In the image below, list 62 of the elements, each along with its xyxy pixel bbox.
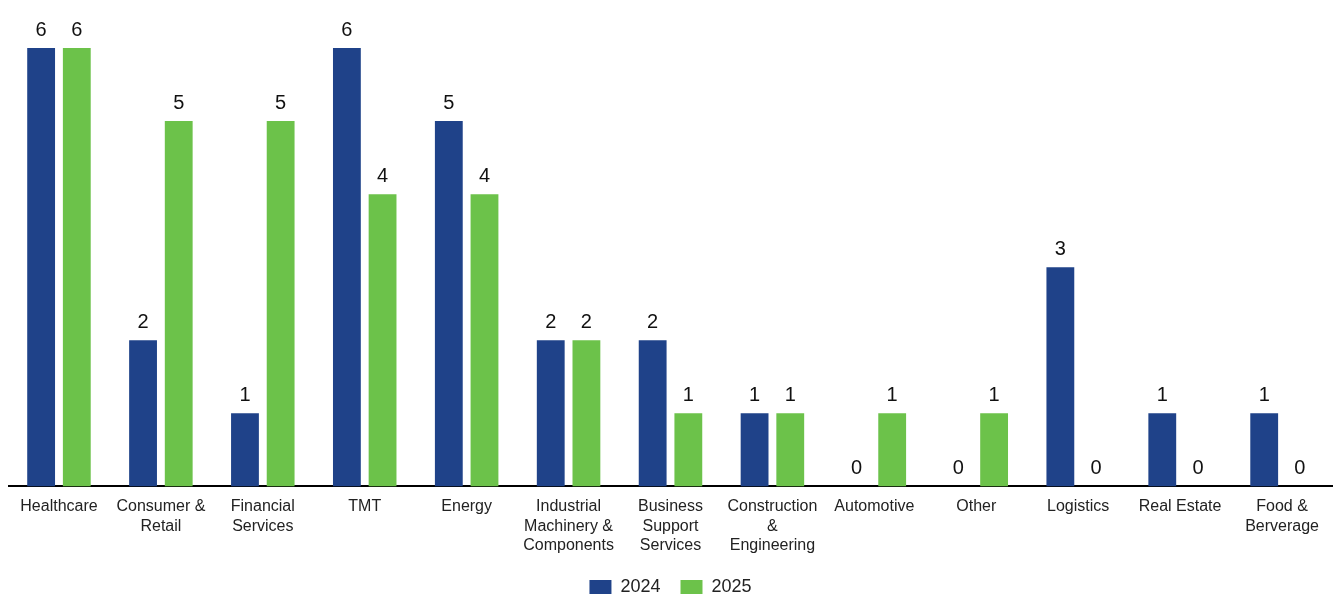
bar <box>1250 413 1279 487</box>
bar <box>1046 267 1075 487</box>
data-label: 1 <box>749 382 761 405</box>
data-label: 5 <box>275 90 287 113</box>
data-label: 1 <box>239 382 251 405</box>
data-label: 1 <box>784 382 796 405</box>
data-label: 1 <box>1258 382 1270 405</box>
bar <box>878 413 907 487</box>
data-label: 0 <box>1192 455 1204 478</box>
data-label: 4 <box>377 163 389 186</box>
data-label: 1 <box>682 382 694 405</box>
x-tick-label: Industrial Machinery & Components <box>523 497 614 553</box>
x-tick-label: Food & Berverage <box>1245 497 1320 534</box>
bar <box>129 340 157 487</box>
bar <box>572 340 601 487</box>
data-label: 1 <box>988 382 1000 405</box>
bar <box>674 413 703 487</box>
x-tick-label: Energy <box>441 497 493 515</box>
bar <box>1148 413 1177 487</box>
bar <box>27 48 56 487</box>
data-label: 2 <box>137 309 149 332</box>
x-tick-label: TMT <box>348 497 382 515</box>
x-tick-label: Healthcare <box>20 497 98 515</box>
data-label: 2 <box>647 309 659 332</box>
bar <box>368 194 397 487</box>
bar <box>638 340 667 487</box>
bar <box>980 413 1009 487</box>
data-label: 0 <box>952 455 964 478</box>
x-tick-label: Construction & Engineering <box>727 497 818 553</box>
data-label: 6 <box>71 17 83 40</box>
bar <box>62 48 91 487</box>
bar <box>332 48 361 487</box>
data-label: 5 <box>173 90 185 113</box>
bar <box>434 121 463 487</box>
bar <box>266 121 295 487</box>
data-label: 2 <box>545 309 557 332</box>
data-label: 6 <box>341 17 353 40</box>
x-tick-label: Automotive <box>834 497 915 515</box>
x-tick-label: Logistics <box>1047 497 1110 515</box>
legend-label: 2024 <box>620 575 661 596</box>
bar <box>536 340 565 487</box>
bar <box>470 194 499 487</box>
x-tick-label: Consumer & Retail <box>116 497 206 534</box>
data-label: 4 <box>478 163 491 186</box>
bar <box>740 413 769 487</box>
data-label: 0 <box>850 455 863 478</box>
x-tick-label: Financial Services <box>230 497 295 534</box>
data-label: 1 <box>1156 382 1168 405</box>
x-tick-label: Other <box>956 497 997 515</box>
data-label: 6 <box>35 17 47 40</box>
data-label: 1 <box>886 382 898 405</box>
bar <box>231 413 259 487</box>
bar <box>164 121 193 487</box>
data-label: 0 <box>1294 455 1306 478</box>
x-tick-label: Business Support Services <box>638 497 703 553</box>
bar <box>776 413 805 487</box>
x-tick-label: Real Estate <box>1138 497 1222 515</box>
data-label: 5 <box>443 90 455 113</box>
data-label: 0 <box>1090 455 1102 478</box>
data-label: 3 <box>1054 236 1066 259</box>
data-label: 2 <box>580 309 592 332</box>
legend-label: 2025 <box>711 575 752 596</box>
